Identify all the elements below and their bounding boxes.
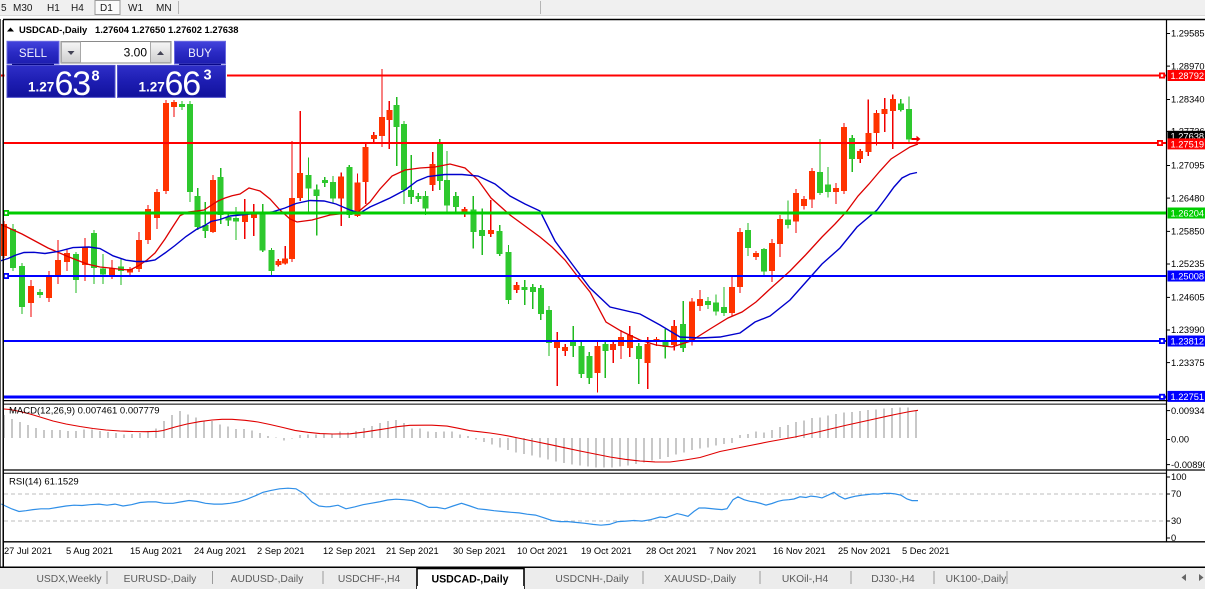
svg-text:1.23375: 1.23375 (1171, 358, 1205, 368)
svg-text:66: 66 (165, 65, 201, 103)
svg-text:BUY: BUY (188, 48, 212, 60)
svg-text:-0.00890: -0.00890 (1171, 460, 1205, 470)
svg-text:USDX,Weekly: USDX,Weekly (36, 574, 102, 585)
svg-text:24 Aug 2021: 24 Aug 2021 (194, 546, 246, 556)
svg-text:1.28340: 1.28340 (1171, 95, 1205, 105)
svg-text:25 Nov 2021: 25 Nov 2021 (838, 546, 891, 556)
svg-text:3: 3 (204, 68, 212, 84)
svg-text:21 Sep 2021: 21 Sep 2021 (386, 546, 439, 556)
svg-text:RSI(14) 61.1529: RSI(14) 61.1529 (9, 477, 79, 488)
svg-text:MN: MN (156, 3, 172, 14)
svg-text:3.00: 3.00 (124, 46, 148, 60)
svg-text:1.27638: 1.27638 (1171, 132, 1205, 142)
svg-text:DJ30-,H4: DJ30-,H4 (871, 574, 915, 585)
svg-text:1.23812: 1.23812 (1171, 336, 1205, 346)
svg-text:SELL: SELL (19, 48, 48, 60)
svg-text:1.27: 1.27 (139, 80, 165, 95)
svg-text:1.23990: 1.23990 (1171, 325, 1205, 335)
svg-text:63: 63 (55, 65, 91, 103)
svg-text:AUDUSD-,Daily: AUDUSD-,Daily (231, 574, 305, 585)
svg-text:1.28792: 1.28792 (1171, 71, 1205, 81)
svg-text:70: 70 (1171, 489, 1181, 499)
svg-text:1.27095: 1.27095 (1171, 161, 1205, 171)
svg-text:USDCNH-,Daily: USDCNH-,Daily (555, 574, 629, 585)
svg-text:1.25235: 1.25235 (1171, 259, 1205, 269)
svg-text:1.27519: 1.27519 (1171, 139, 1205, 149)
svg-text:H4: H4 (71, 3, 84, 14)
svg-text:USDCAD-,Daily: USDCAD-,Daily (431, 574, 508, 586)
svg-text:19 Oct 2021: 19 Oct 2021 (581, 546, 632, 556)
svg-text:10 Oct 2021: 10 Oct 2021 (517, 546, 568, 556)
svg-text:100: 100 (1171, 472, 1187, 482)
svg-text:12 Sep 2021: 12 Sep 2021 (323, 546, 376, 556)
svg-text:28 Oct 2021: 28 Oct 2021 (646, 546, 697, 556)
svg-text:W1: W1 (128, 3, 143, 14)
svg-text:5 Dec 2021: 5 Dec 2021 (902, 546, 950, 556)
svg-text:1.25850: 1.25850 (1171, 227, 1205, 237)
svg-text:UK100-,Daily: UK100-,Daily (946, 574, 1008, 585)
svg-text:USDCAD-,Daily 1.27604 1.2765: USDCAD-,Daily 1.27604 1.27650 1.27602 1.… (19, 24, 238, 35)
svg-text:1.24605: 1.24605 (1171, 293, 1205, 303)
svg-text:30 Sep 2021: 30 Sep 2021 (453, 546, 506, 556)
svg-text:16 Nov 2021: 16 Nov 2021 (773, 546, 826, 556)
svg-text:1.25008: 1.25008 (1171, 271, 1205, 281)
svg-text:1.28970: 1.28970 (1171, 61, 1205, 71)
svg-text:MACD(12,26,9) 0.007461 0.00777: MACD(12,26,9) 0.007461 0.007779 (9, 406, 160, 417)
svg-text:M30: M30 (13, 3, 33, 14)
svg-text:7 Nov 2021: 7 Nov 2021 (709, 546, 757, 556)
svg-text:0: 0 (1171, 533, 1176, 543)
svg-text:1.29585: 1.29585 (1171, 29, 1205, 39)
svg-text:1.27: 1.27 (28, 80, 54, 95)
svg-text:0.009345: 0.009345 (1171, 406, 1205, 416)
svg-text:USDCHF-,H4: USDCHF-,H4 (338, 574, 401, 585)
svg-text:15 Aug 2021: 15 Aug 2021 (130, 546, 182, 556)
svg-text:5: 5 (1, 3, 7, 14)
svg-text:D1: D1 (100, 3, 113, 14)
svg-text:27 Jul 2021: 27 Jul 2021 (4, 546, 52, 556)
svg-text:1.26480: 1.26480 (1171, 193, 1205, 203)
svg-text:30: 30 (1171, 516, 1181, 526)
svg-text:UKOil-,H4: UKOil-,H4 (782, 574, 829, 585)
svg-text:0.00: 0.00 (1171, 435, 1189, 445)
svg-text:1.26204: 1.26204 (1171, 208, 1205, 218)
svg-text:H1: H1 (47, 3, 60, 14)
svg-text:2 Sep 2021: 2 Sep 2021 (257, 546, 305, 556)
svg-text:1.22751: 1.22751 (1171, 392, 1205, 402)
svg-text:XAUUSD-,Daily: XAUUSD-,Daily (664, 574, 737, 585)
svg-text:8: 8 (92, 69, 100, 85)
svg-text:EURUSD-,Daily: EURUSD-,Daily (124, 574, 198, 585)
svg-text:5 Aug 2021: 5 Aug 2021 (66, 546, 113, 556)
